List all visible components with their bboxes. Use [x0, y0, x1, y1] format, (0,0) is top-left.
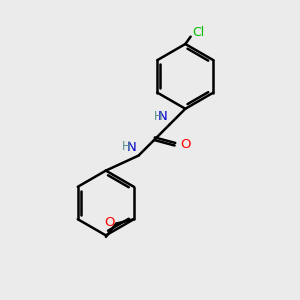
- Text: O: O: [104, 216, 115, 229]
- Text: O: O: [180, 137, 190, 151]
- Text: H: H: [154, 110, 162, 123]
- Text: Cl: Cl: [192, 26, 204, 39]
- Text: N: N: [126, 141, 136, 154]
- Text: N: N: [158, 110, 167, 123]
- Text: H: H: [122, 140, 130, 153]
